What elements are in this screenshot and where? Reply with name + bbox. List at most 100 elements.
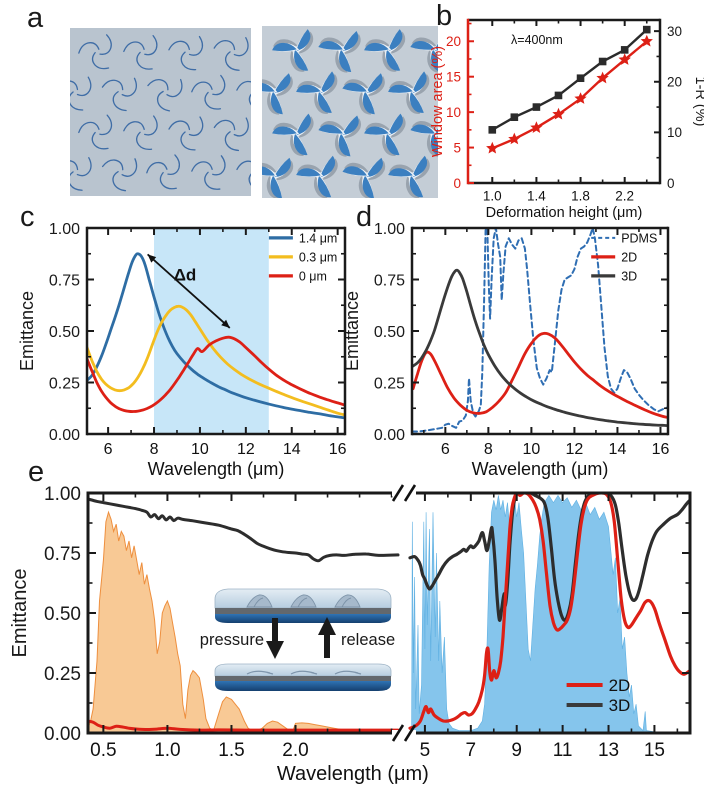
panel-b-label: b [436, 0, 453, 32]
chart-broadband-emittance: 0.5 1.0 1.5 2.0 5 7 9 11 13 15 0.00 0.25 0.50 0.75 1.0… [9, 484, 692, 785]
marker-star [640, 34, 653, 47]
popup-pinwheel-glyph [410, 37, 438, 73]
marker-star [574, 92, 587, 104]
panel-d-label: d [356, 201, 373, 233]
y-tick-label: 0.25 [374, 375, 405, 392]
area-solar-spectrum [88, 510, 399, 733]
y-tick-label: 0.00 [44, 724, 81, 745]
slab-pressed-state-image [214, 663, 392, 691]
annotation-arrow [146, 253, 231, 329]
legend-label: 0.3 μm [299, 250, 337, 264]
popup-pinwheel-glyph [296, 155, 338, 198]
marker-star [508, 132, 521, 145]
y2-tick-label: 0 [667, 176, 675, 191]
spiral-cut-glyph [213, 36, 249, 71]
y-tick-label: 0.50 [44, 604, 81, 625]
kirigami-flat-pattern-image [70, 28, 251, 196]
release-label: release [341, 631, 396, 649]
spiral-cut-glyph [191, 74, 226, 110]
x-tick-label: 8 [150, 441, 159, 458]
y-tick-label: 0.50 [374, 324, 405, 341]
y-axis-label: Emittance [17, 291, 37, 371]
arrowhead [147, 254, 157, 263]
marker-square [554, 91, 563, 100]
x-axis-label: Deformation height (μm) [486, 205, 643, 221]
popup-pinwheel-glyph [364, 29, 406, 72]
spiral-cut-glyph [191, 155, 226, 190]
spiral-cut-glyph [146, 154, 181, 190]
x-tick-label: 6 [104, 441, 113, 458]
y-axis-label: Emittance [9, 569, 31, 658]
legend-label: 1.4 μm [299, 231, 337, 245]
popup-pinwheel-glyph [296, 71, 338, 114]
legend-label: PDMS [621, 231, 657, 245]
marker-square [488, 126, 497, 134]
panel-a-label: a [27, 2, 44, 34]
series-2D-right [408, 493, 690, 730]
popup-pinwheel-glyph [388, 155, 430, 198]
chart-deformation-height: 1.0 1.4 1.8 2.2 0 5 10 15 20 0 10 20 30 Deformation h… [430, 18, 704, 221]
x-tick-label: 16 [329, 441, 347, 458]
arrowhead [221, 319, 230, 328]
marker-star [530, 121, 543, 133]
spiral-cut-glyph [123, 34, 158, 70]
marker-square [598, 57, 607, 66]
y2-tick-label: 20 [667, 75, 682, 90]
y-tick-label: 0.75 [44, 544, 81, 565]
x-tick-label: 1.0 [154, 740, 180, 761]
popup-pinwheel-glyph [342, 73, 385, 115]
marker-square [620, 46, 629, 54]
popup-pinwheel-glyph [318, 115, 362, 157]
popup-pinwheel-glyph [342, 157, 386, 198]
y-tick-label: 0.75 [374, 272, 405, 289]
x-tick-label: 0.5 [90, 740, 116, 761]
marker-star [618, 53, 631, 65]
spiral-cut-glyph [123, 115, 158, 150]
x-axis-label: Wavelength (μm) [277, 763, 429, 785]
marker-star [486, 141, 499, 154]
y-tick-label: 0.00 [374, 427, 405, 444]
release-up-arrow-icon [318, 617, 336, 658]
legend-label: 3D [609, 696, 631, 715]
panel-c-label: c [20, 201, 35, 233]
x-axis-label: Wavelength (μm) [472, 459, 609, 479]
series-3D-right [408, 493, 690, 622]
y-tick-label: 5 [453, 140, 461, 155]
y-tick-label: 15 [446, 70, 461, 85]
x-tick-label: 1.5 [218, 740, 244, 761]
popup-pinwheel-glyph [272, 113, 314, 157]
popup-pinwheel-glyph [410, 115, 438, 157]
series-PDMS [412, 228, 668, 433]
pressure-down-arrow-icon [266, 618, 284, 659]
legend-label: 2D [609, 676, 631, 695]
panel-e-label: e [28, 456, 45, 488]
x-tick-label: 10 [522, 441, 540, 458]
series-h-0p3um [87, 304, 345, 417]
annotation-text: λ=400nm [511, 33, 563, 47]
marker-star [552, 107, 565, 120]
series-h-0um [87, 335, 345, 413]
x-tick-label: 12 [566, 441, 584, 458]
x-tick-label: 9 [511, 740, 522, 761]
popup-pinwheel-glyph [388, 71, 430, 114]
y-tick-label: 0.75 [49, 272, 80, 289]
popup-pinwheel-glyph [272, 29, 314, 72]
popup-pinwheel-glyph [262, 73, 293, 115]
spiral-cut-glyph [101, 77, 138, 112]
x-tick-label: 13 [598, 740, 619, 761]
spiral-cut-glyph [78, 114, 113, 150]
series-3D-left [88, 497, 400, 563]
y2-tick-label: 10 [667, 125, 682, 140]
y-axis-label: Emittance [342, 291, 362, 371]
x-tick-label: 16 [652, 441, 670, 458]
popup-pinwheel-glyph [262, 157, 294, 198]
legend-label: 2D [621, 250, 637, 264]
x-tick-label: 11 [553, 740, 573, 761]
y-tick-label: 10 [446, 105, 461, 120]
y-tick-label: 0.25 [44, 664, 81, 685]
y-axis-label: Window area (%) [430, 46, 446, 157]
x-tick-label: 14 [283, 441, 301, 458]
legend-label: 3D [621, 269, 637, 283]
chart-emittance-peak-shift: 6 8 10 12 14 16 0.00 0.25 0.50 0.75 1.00 Wavelength… [17, 221, 347, 479]
